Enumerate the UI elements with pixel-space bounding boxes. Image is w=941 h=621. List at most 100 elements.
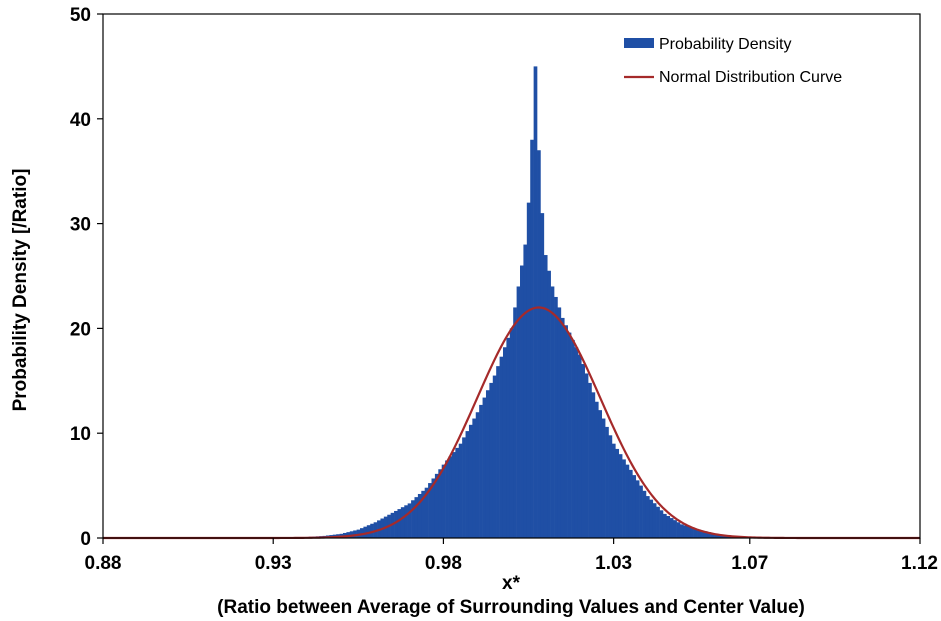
histogram-bars: [305, 66, 752, 539]
histogram-bar: [581, 364, 585, 538]
histogram-bar: [649, 499, 654, 538]
histogram-bar: [662, 513, 667, 538]
histogram-bar: [499, 356, 504, 538]
histogram-bar: [710, 532, 715, 538]
x-tick-label: 0.93: [255, 553, 292, 574]
histogram-bar: [363, 526, 368, 538]
histogram-bar: [404, 505, 408, 538]
histogram-bar: [601, 418, 606, 538]
histogram-bar: [700, 530, 705, 538]
y-tick-label: 20: [70, 319, 91, 340]
histogram-bar: [540, 213, 545, 538]
histogram-bar: [360, 528, 364, 538]
x-tick-label: 0.88: [85, 553, 122, 574]
histogram-bar: [462, 437, 466, 538]
histogram-bar: [697, 529, 701, 538]
histogram-bar: [465, 431, 470, 538]
histogram-bar: [448, 456, 453, 538]
histogram-bar: [520, 265, 524, 538]
histogram-bar: [472, 418, 477, 538]
plot-area-frame: [102, 13, 921, 539]
histogram-bar: [673, 520, 677, 538]
histogram-bar: [468, 424, 473, 538]
histogram-bar: [611, 443, 616, 538]
histogram-bar: [502, 347, 507, 538]
histogram-bar: [588, 382, 592, 538]
histogram-bar: [516, 286, 521, 538]
x-axis-ticks: 0.88 0.93 0.98 1.03 1.07 1.12: [85, 538, 938, 574]
histogram-bar: [509, 328, 514, 538]
histogram-bar: [455, 447, 460, 538]
legend: Probability Density Normal Distribution …: [624, 36, 842, 86]
histogram-bar: [707, 532, 711, 538]
histogram-bar: [584, 373, 589, 538]
histogram-bar: [560, 317, 565, 538]
histogram-bar: [475, 412, 480, 538]
x-tick-label: 1.07: [731, 553, 768, 574]
histogram-bar: [434, 473, 439, 538]
histogram-bar: [547, 270, 551, 538]
y-axis-label: Probability Density [/Ratio]: [10, 169, 31, 412]
histogram-bar: [543, 255, 548, 539]
histogram-bar: [441, 464, 446, 538]
histogram-bar: [628, 469, 633, 538]
histogram-bar: [397, 509, 402, 538]
x-tick-label: 1.12: [901, 553, 938, 574]
histogram-bar: [489, 382, 494, 538]
histogram-bar: [370, 523, 374, 538]
histogram-bar: [645, 496, 650, 538]
legend-swatch-probability-density: [624, 38, 654, 48]
histogram-bar: [666, 515, 671, 538]
histogram-bar: [451, 452, 456, 538]
legend-label-normal-curve: Normal Distribution Curve: [659, 69, 842, 86]
histogram-bar: [414, 497, 419, 538]
x-tick-label: 0.98: [425, 553, 462, 574]
histogram-bar: [485, 390, 490, 538]
histogram-bar: [554, 296, 558, 538]
histogram-bar: [366, 525, 371, 538]
y-tick-label: 0: [80, 529, 91, 550]
histogram-bar: [625, 464, 630, 538]
histogram-bar: [598, 410, 603, 538]
histogram-bar: [557, 307, 562, 538]
histogram-bar: [482, 397, 487, 538]
histogram-bar: [564, 325, 568, 538]
histogram-bar: [513, 307, 517, 538]
histogram-bar: [550, 286, 555, 538]
histogram-bar: [669, 518, 674, 538]
histogram-bar: [594, 401, 599, 538]
histogram-bar: [693, 528, 698, 538]
histogram-bar: [703, 531, 708, 538]
histogram-bar: [479, 404, 483, 538]
histogram-bar: [608, 435, 613, 538]
histogram-bar: [506, 337, 511, 538]
histogram-bar: [676, 522, 681, 538]
histogram-bar: [591, 392, 596, 538]
histogram-bar: [400, 507, 405, 538]
histogram-bar: [652, 503, 657, 538]
histogram-bar: [683, 525, 688, 538]
histogram-bar: [680, 524, 684, 538]
histogram-bar: [618, 454, 623, 538]
histogram-bar: [567, 332, 572, 538]
histogram-bar: [533, 66, 538, 539]
histogram-bar: [530, 139, 534, 538]
histogram-bar: [717, 534, 722, 538]
histogram-bar: [537, 150, 541, 539]
histogram-bar: [394, 510, 398, 538]
histogram-bar: [496, 366, 500, 538]
histogram-bar: [635, 480, 640, 538]
histogram-bar: [574, 347, 579, 538]
histogram-bar: [431, 478, 436, 538]
x-axis-sublabel: (Ratio between Average of Surrounding Va…: [217, 597, 805, 618]
y-tick-label: 10: [70, 424, 91, 445]
histogram-bar: [424, 487, 429, 538]
histogram-bar: [659, 510, 664, 538]
y-tick-label: 50: [70, 5, 91, 26]
histogram-bar: [417, 493, 422, 538]
y-axis-ticks: 0 10 20 30 40 50: [70, 5, 103, 550]
histogram-bar: [571, 339, 575, 538]
histogram-bar: [632, 475, 637, 538]
histogram-bar: [622, 459, 626, 538]
